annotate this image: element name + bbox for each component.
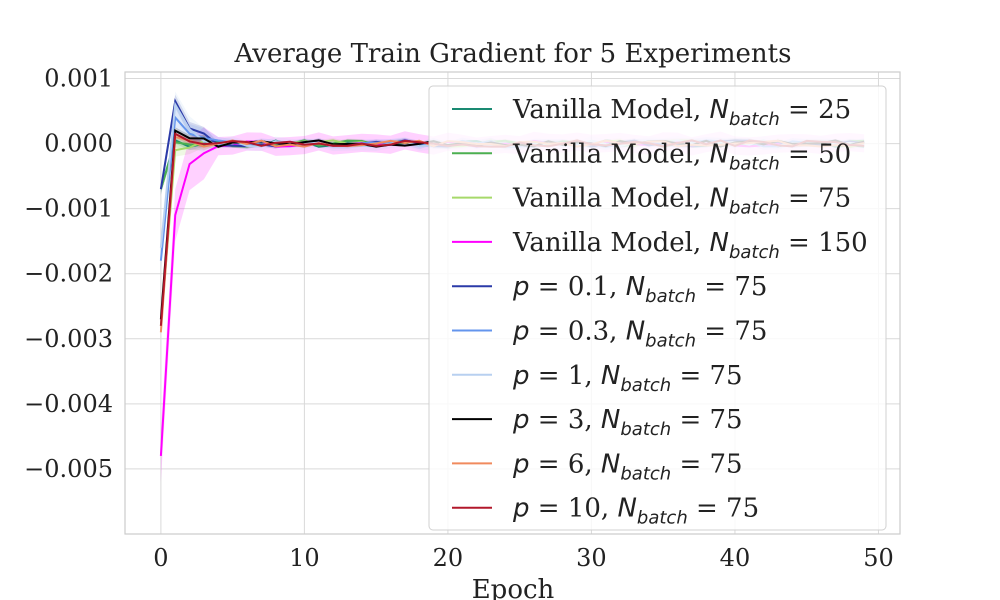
legend-label: p = 3, Nbatch = 75 <box>512 405 743 440</box>
y-tick-label: −0.002 <box>24 260 113 288</box>
legend-label: Vanilla Model, Nbatch = 75 <box>512 184 851 219</box>
chart-title: Average Train Gradient for 5 Experiments <box>234 39 792 69</box>
legend-label: Vanilla Model, Nbatch = 150 <box>512 228 868 263</box>
y-tick-label: −0.005 <box>24 455 113 483</box>
x-axis-label: Epoch <box>472 575 555 600</box>
legend-label: Vanilla Model, Nbatch = 25 <box>512 95 851 130</box>
y-tick-label: −0.004 <box>24 390 113 418</box>
x-tick-label: 10 <box>289 544 320 572</box>
series-band <box>160 107 865 271</box>
x-tick-labels: 0 10 20 30 40 50 <box>153 544 894 572</box>
y-tick-label: −0.001 <box>24 195 113 223</box>
legend-label: p = 10, Nbatch = 75 <box>512 494 759 529</box>
x-tick-label: 20 <box>433 544 464 572</box>
legend-label: p = 6, Nbatch = 75 <box>512 449 743 484</box>
x-tick-label: 30 <box>576 544 607 572</box>
legend-box <box>428 85 887 531</box>
legend: Vanilla Model, Nbatch = 25 Vanilla Model,… <box>428 85 887 531</box>
x-tick-label: 0 <box>153 544 168 572</box>
legend-label: Vanilla Model, Nbatch = 50 <box>512 139 851 174</box>
y-tick-label: −0.003 <box>24 325 113 353</box>
legend-label: p = 1, Nbatch = 75 <box>512 361 743 396</box>
legend-label: p = 0.1, Nbatch = 75 <box>512 272 767 307</box>
y-tick-labels: 0.001 0.000 −0.001 −0.002 −0.003 −0.004 −0.005 <box>24 65 113 483</box>
y-tick-label: 0.001 <box>44 65 113 93</box>
x-tick-label: 40 <box>720 544 751 572</box>
plot-frame <box>124 71 901 535</box>
legend-label: p = 0.3, Nbatch = 75 <box>512 317 767 352</box>
y-tick-label: 0.000 <box>44 130 113 158</box>
x-tick-label: 50 <box>863 544 894 572</box>
